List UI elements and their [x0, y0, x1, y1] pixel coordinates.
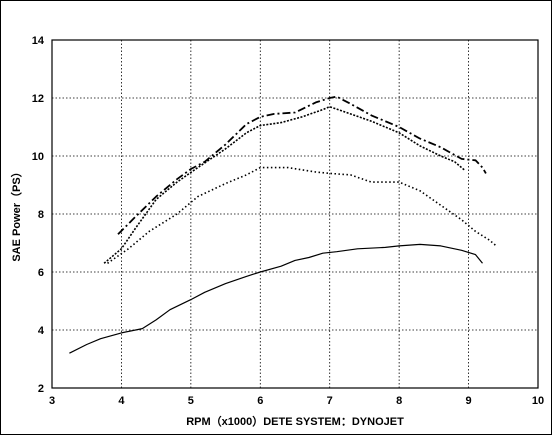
dash-dot-series-line	[117, 95, 487, 235]
tick-labels: 3 4 5 6 7 8 9 10 2 4 6 8 10 12 14	[32, 35, 544, 407]
x-axis-label: RPM（x1000）DETE SYSTEM：DYNOJET	[186, 415, 404, 428]
x-tick-label: 10	[532, 395, 544, 407]
y-tick-label: 8	[38, 209, 44, 221]
x-tick-label: 4	[118, 395, 125, 407]
y-tick-label: 10	[32, 151, 44, 163]
x-tick-label: 8	[396, 395, 402, 407]
y-tick-label: 12	[32, 93, 44, 105]
x-tick-label: 7	[327, 395, 333, 407]
y-axis-label: SAE Power（PS）	[10, 166, 23, 261]
x-tick-label: 9	[466, 395, 472, 407]
sparse-dotted-series-line	[107, 166, 497, 264]
x-tick-label: 3	[49, 395, 55, 407]
series-layer	[69, 95, 497, 354]
solid-series-line	[69, 243, 483, 354]
x-tick-label: 6	[257, 395, 263, 407]
y-tick-label: 6	[38, 267, 44, 279]
x-tick-label: 5	[188, 395, 194, 407]
dotted-series-line	[103, 105, 466, 264]
y-tick-label: 14	[32, 35, 45, 47]
y-tick-label: 2	[38, 383, 44, 395]
plot-area-border	[51, 39, 539, 389]
y-tick-label: 4	[38, 325, 45, 337]
